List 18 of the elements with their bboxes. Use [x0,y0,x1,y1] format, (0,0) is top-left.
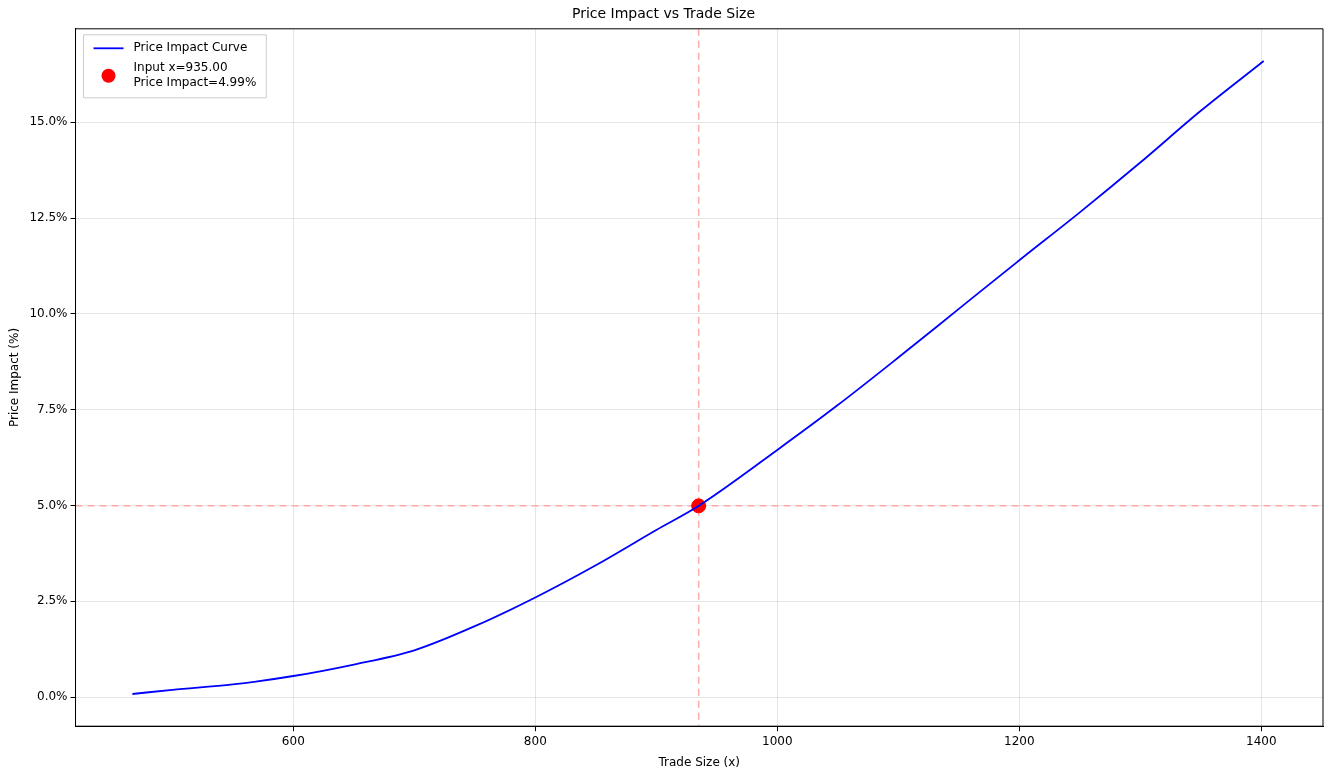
y-tick-label: 5.0% [37,497,68,512]
x-tick-label: 1200 [1004,733,1035,748]
x-tick-label: 1400 [1246,733,1277,748]
legend-label: Price Impact Curve [133,40,248,55]
x-axis-title: Trade Size (x) [657,754,741,769]
legend-label: Input x=935.00 Price Impact=4.99% [133,60,257,90]
y-axis-title: Price Impact (%) [7,327,22,428]
y-tick-label: 15.0% [29,114,68,129]
y-tick-label: 12.5% [29,210,68,225]
x-tick-label: 1000 [762,733,793,748]
y-tick-label: 10.0% [29,306,68,321]
chart-title: Price Impact vs Trade Size [571,5,756,22]
line-series [131,60,1265,695]
y-tick-label: 2.5% [37,593,68,608]
x-tick-label: 800 [523,733,547,748]
y-tick-label: 7.5% [37,401,68,416]
y-tick-label: 0.0% [37,689,68,704]
x-tick-label: 600 [281,733,305,748]
